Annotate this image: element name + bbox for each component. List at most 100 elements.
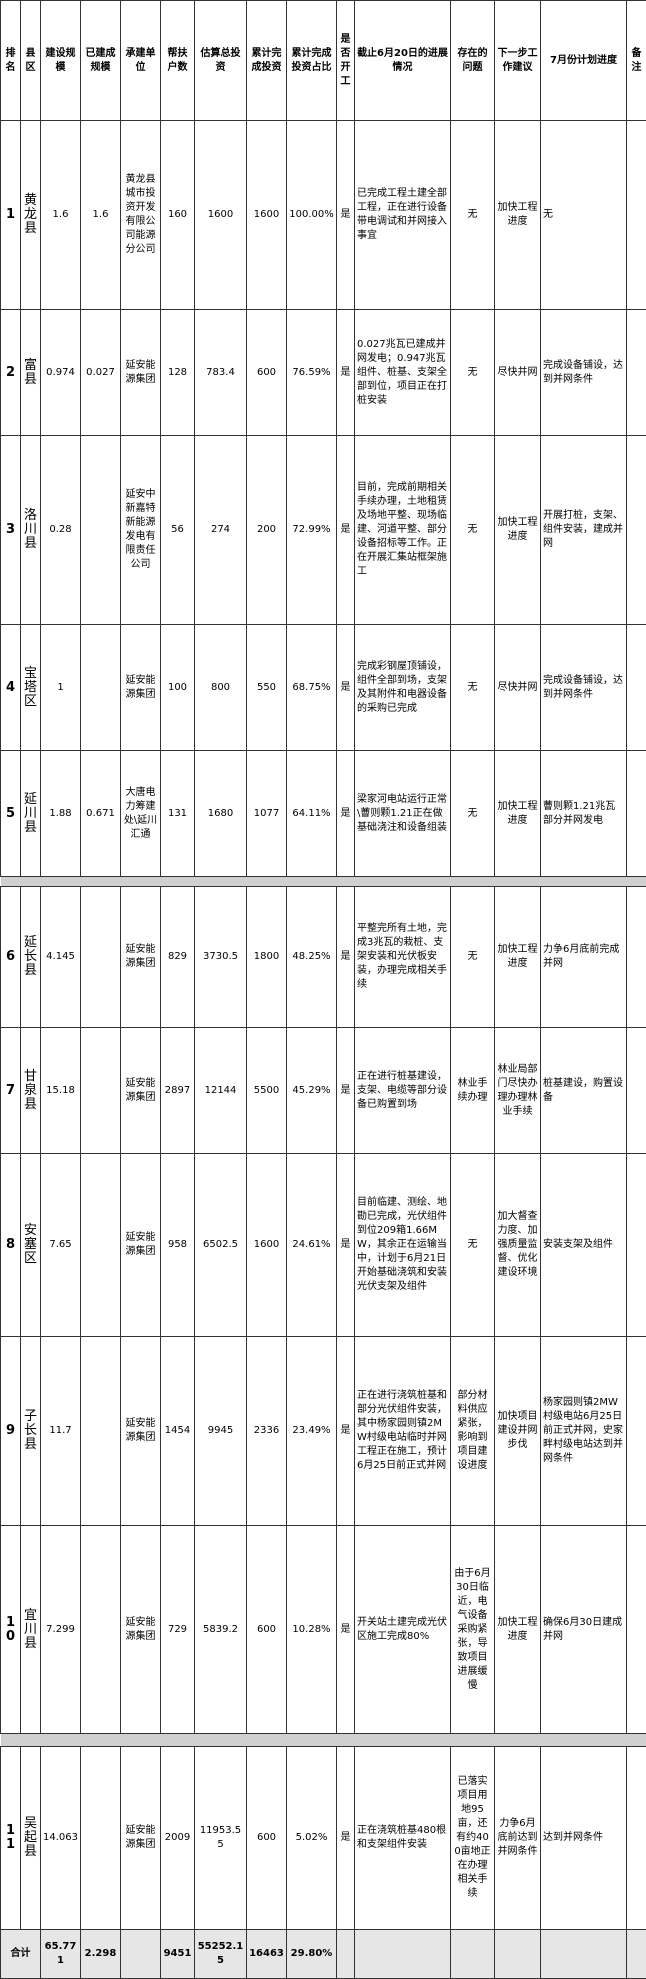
empty-cell bbox=[81, 887, 121, 1028]
empty-cell bbox=[81, 1154, 121, 1337]
empty-cell bbox=[627, 1930, 646, 1979]
table-cell: 1 bbox=[1, 121, 21, 310]
gap-cell bbox=[1, 1734, 646, 1747]
table-cell: 2 bbox=[1, 310, 21, 436]
empty-cell bbox=[627, 1747, 646, 1930]
table-cell: 正在进行浇筑桩基和部分光伏组件安装，其中杨家园则镇2MW村级电站临时并网工程正在… bbox=[355, 1337, 451, 1526]
table-cell: 无 bbox=[451, 121, 495, 310]
table-cell: 杨家园则镇2MW村级电站6月25日前正式并网，史家畔村级电站达到并网条件 bbox=[541, 1337, 627, 1526]
column-header: 7月份计划进度 bbox=[541, 1, 627, 121]
table-cell: 131 bbox=[161, 751, 195, 877]
table-cell: 延安能源集团 bbox=[121, 1337, 161, 1526]
empty-cell bbox=[121, 1930, 161, 1979]
total-cell: 合计 bbox=[1, 1930, 41, 1979]
table-cell: 加快工程进度 bbox=[495, 121, 541, 310]
table-cell: 1680 bbox=[195, 751, 247, 877]
table-cell: 延安能源集团 bbox=[121, 1526, 161, 1734]
empty-cell bbox=[627, 1526, 646, 1734]
empty-cell bbox=[355, 1930, 451, 1979]
table-cell: 72.99% bbox=[287, 436, 337, 625]
table-cell: 是 bbox=[337, 625, 355, 751]
table-cell: 是 bbox=[337, 436, 355, 625]
table-cell: 由于6月30日临近，电气设备采购紧张，导致项目进展缓慢 bbox=[451, 1526, 495, 1734]
table-cell: 延安能源集团 bbox=[121, 887, 161, 1028]
table-cell: 目前，完成前期相关手续办理，土地租赁及场地平整、现场临建、河道平整、部分设备招标… bbox=[355, 436, 451, 625]
empty-cell bbox=[627, 887, 646, 1028]
total-cell: 16463 bbox=[247, 1930, 287, 1979]
empty-cell bbox=[81, 1526, 121, 1734]
table-cell: 无 bbox=[451, 310, 495, 436]
table-cell: 4.145 bbox=[41, 887, 81, 1028]
table-cell: 1.88 bbox=[41, 751, 81, 877]
empty-cell bbox=[627, 310, 646, 436]
table-cell: 是 bbox=[337, 121, 355, 310]
table-cell: 宜川县 bbox=[21, 1526, 41, 1734]
table-cell: 是 bbox=[337, 310, 355, 436]
table-cell: 600 bbox=[247, 1747, 287, 1930]
table-cell: 6502.5 bbox=[195, 1154, 247, 1337]
column-header: 累计完成投资占比 bbox=[287, 1, 337, 121]
table-cell: 1600 bbox=[195, 121, 247, 310]
table-cell: 11953.55 bbox=[195, 1747, 247, 1930]
table-cell: 达到并网条件 bbox=[541, 1747, 627, 1930]
table-cell: 10.28% bbox=[287, 1526, 337, 1734]
table-cell: 12144 bbox=[195, 1028, 247, 1154]
table-cell: 平整完所有土地，完成3兆瓦的栽桩、支架安装和光伏板安装，办理完成相关手续 bbox=[355, 887, 451, 1028]
empty-cell bbox=[81, 1028, 121, 1154]
table-cell: 力争6月底前达到并网条件 bbox=[495, 1747, 541, 1930]
table-cell: 1600 bbox=[247, 121, 287, 310]
table-cell: 2336 bbox=[247, 1337, 287, 1526]
table-cell: 1.6 bbox=[41, 121, 81, 310]
table-cell: 是 bbox=[337, 1747, 355, 1930]
table-cell: 开关站土建完成光伏区施工完成80% bbox=[355, 1526, 451, 1734]
table-cell: 8 bbox=[1, 1154, 21, 1337]
table-cell: 宝塔区 bbox=[21, 625, 41, 751]
column-header: 截止6月20日的进展情况 bbox=[355, 1, 451, 121]
table-cell: 100.00% bbox=[287, 121, 337, 310]
header-row: 排名县区建设规模已建成规模承建单位帮扶户数估算总投资累计完成投资累计完成投资占比… bbox=[1, 1, 646, 121]
table-cell: 尽快并网 bbox=[495, 625, 541, 751]
table-cell: 600 bbox=[247, 1526, 287, 1734]
table-cell: 力争6月底前完成并网 bbox=[541, 887, 627, 1028]
column-header: 是否开工 bbox=[337, 1, 355, 121]
table-cell: 7 bbox=[1, 1028, 21, 1154]
table-cell: 14.063 bbox=[41, 1747, 81, 1930]
table-cell: 无 bbox=[541, 121, 627, 310]
table-cell: 3730.5 bbox=[195, 887, 247, 1028]
column-header: 建设规模 bbox=[41, 1, 81, 121]
table-cell: 黄龙县 bbox=[21, 121, 41, 310]
table-cell: 783.4 bbox=[195, 310, 247, 436]
empty-cell bbox=[81, 625, 121, 751]
table-cell: 829 bbox=[161, 887, 195, 1028]
table-cell: 完成彩钢屋顶铺设，组件全部到场，支架及其附件和电器设备的采购已完成 bbox=[355, 625, 451, 751]
table-cell: 160 bbox=[161, 121, 195, 310]
table-cell: 延安能源集团 bbox=[121, 1028, 161, 1154]
table-cell: 7.299 bbox=[41, 1526, 81, 1734]
table-cell: 958 bbox=[161, 1154, 195, 1337]
total-cell: 2.298 bbox=[81, 1930, 121, 1979]
table-cell: 1 bbox=[41, 625, 81, 751]
table-cell: 9945 bbox=[195, 1337, 247, 1526]
table-cell: 5 bbox=[1, 751, 21, 877]
table-cell: 桩基建设，购置设备 bbox=[541, 1028, 627, 1154]
table-cell: 5839.2 bbox=[195, 1526, 247, 1734]
table-cell: 2009 bbox=[161, 1747, 195, 1930]
table-cell: 吴起县 bbox=[21, 1747, 41, 1930]
empty-cell bbox=[627, 1154, 646, 1337]
table-cell: 延川县 bbox=[21, 751, 41, 877]
total-cell: 55252.15 bbox=[195, 1930, 247, 1979]
table-cell: 10 bbox=[1, 1526, 21, 1734]
table-cell: 68.75% bbox=[287, 625, 337, 751]
table-cell: 延安能源集团 bbox=[121, 310, 161, 436]
table-cell: 完成设备铺设，达到并网条件 bbox=[541, 310, 627, 436]
column-header: 帮扶户数 bbox=[161, 1, 195, 121]
empty-cell bbox=[627, 625, 646, 751]
table-cell: 128 bbox=[161, 310, 195, 436]
table-cell: 大唐电力筹建处\延川汇通 bbox=[121, 751, 161, 877]
